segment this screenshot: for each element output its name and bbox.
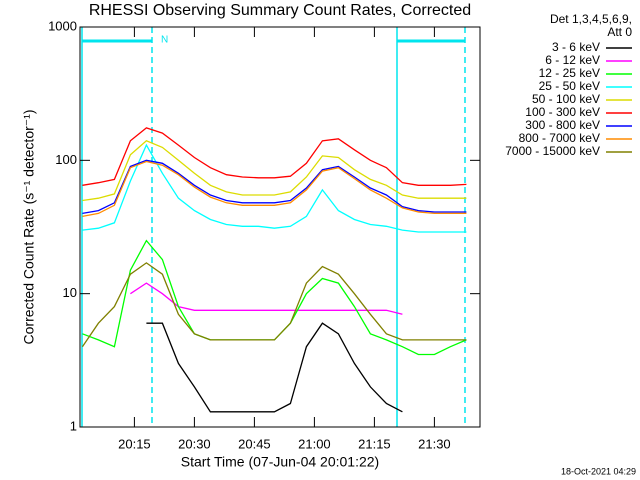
series-line [82, 143, 467, 233]
series-line [81, 262, 467, 348]
timestamp: 18-Oct-2021 04:29 [561, 466, 636, 476]
series-line [82, 140, 467, 202]
legend-label: 25 - 50 keV [539, 79, 600, 93]
x-tick-label: 20:15 [118, 436, 151, 451]
x-axis-label: Start Time (07-Jun-04 20:01:22) [181, 454, 379, 470]
legend-label: 300 - 800 keV [525, 118, 600, 132]
legend-label: 3 - 6 keV [552, 40, 600, 54]
x-tick-label: 20:45 [238, 436, 271, 451]
annotation: N [161, 35, 168, 46]
x-tick-label: 20:30 [178, 436, 211, 451]
series-line [82, 127, 467, 186]
y-tick-label: 100 [55, 152, 77, 167]
x-tick-label: 21:00 [298, 436, 331, 451]
flag-lines [81, 27, 466, 427]
y-tick-label: 1 [70, 418, 77, 433]
series-line [82, 159, 467, 215]
legend-label: 6 - 12 keV [545, 53, 600, 67]
series-line [146, 322, 403, 413]
chart-title: RHESSI Observing Summary Count Rates, Co… [89, 2, 471, 19]
legend-label: 800 - 7000 keV [519, 131, 600, 145]
legend-label: 50 - 100 keV [532, 92, 600, 106]
series-line [82, 160, 467, 218]
legend-label: 12 - 25 keV [539, 66, 600, 80]
plot-frame [79, 26, 481, 428]
legend-label: 100 - 300 keV [525, 105, 600, 119]
y-tick-label: 10 [63, 285, 77, 300]
legend-title: Det 1,3,4,5,6,9, [550, 12, 632, 26]
y-axis-label: Corrected Count Rate (s⁻¹ detector⁻¹) [21, 110, 37, 345]
y-tick-label: 1000 [48, 18, 77, 33]
x-tick-label: 21:30 [418, 436, 451, 451]
x-tick-label: 21:15 [358, 436, 391, 451]
legend-title: Att 0 [607, 25, 632, 39]
legend-label: 7000 - 15000 keV [505, 144, 600, 158]
